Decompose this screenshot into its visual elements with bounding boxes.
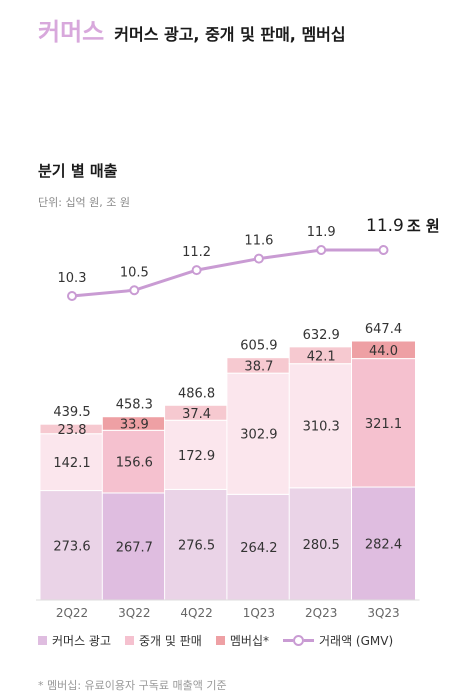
revenue-chart: 273.6 142.1 23.8 439.5 2Q22 267.7 156.6 33.9 458… <box>36 225 420 620</box>
x-tick-3Q23: 3Q23 <box>367 606 399 620</box>
gmv-point-4Q22 <box>191 265 202 276</box>
bar-membership-3Q23 <box>351 340 416 360</box>
bar-label-brokerage-2Q23: 310.3 <box>303 420 340 435</box>
bar-brokerage-3Q23 <box>351 358 416 488</box>
bar-total-3Q22: 458.3 <box>116 398 153 413</box>
bar-total-2Q22: 439.5 <box>53 405 90 420</box>
bar-ads-3Q22 <box>101 492 167 601</box>
bar-label-membership-3Q22: 33.9 <box>120 418 149 433</box>
legend-brokerage-label: 중개 및 판매 <box>139 634 202 648</box>
x-tick-2Q22: 2Q22 <box>56 606 88 620</box>
x-tick-1Q23: 1Q23 <box>243 606 275 620</box>
legend: 커머스 광고 중개 및 판매 멤버십* 거래액 (GMV) <box>38 632 407 649</box>
gmv-callout: 11.9 조 원 <box>366 215 440 236</box>
legend-gmv-marker <box>282 635 314 646</box>
bar-label-membership-1Q23: 38.7 <box>244 359 273 374</box>
bar-label-brokerage-4Q22: 172.9 <box>178 449 215 464</box>
bar-brokerage-3Q22 <box>101 429 167 494</box>
gmv-label-2Q22: 10.3 <box>58 271 87 286</box>
bar-label-ads-3Q22: 267.7 <box>116 540 153 555</box>
bar-label-ads-1Q23: 264.2 <box>240 541 277 556</box>
legend-membership-swatch <box>215 636 225 645</box>
gmv-callout-value: 11.9 <box>366 216 404 236</box>
brand-label: 커머스 <box>38 18 105 46</box>
gmv-label-4Q22: 11.2 <box>182 245 211 260</box>
bar-label-membership-4Q22: 37.4 <box>182 407 211 422</box>
legend-ads: 커머스 광고 <box>38 632 111 649</box>
page-title: 커머스 광고, 중개 및 판매, 멤버십 <box>114 25 346 44</box>
bar-label-ads-2Q23: 280.5 <box>303 538 340 553</box>
legend-brokerage: 중개 및 판매 <box>125 632 202 649</box>
x-tick-3Q22: 3Q22 <box>118 606 150 620</box>
bar-label-brokerage-1Q23: 302.9 <box>240 428 277 443</box>
bar-brokerage-2Q22 <box>39 433 105 492</box>
gmv-point-3Q23 <box>378 245 389 255</box>
gmv-label-3Q22: 10.5 <box>120 265 149 280</box>
bar-label-ads-2Q22: 273.6 <box>53 539 90 554</box>
unit-note: 단위: 십억 원, 조 원 <box>38 196 131 209</box>
bar-label-ads-4Q22: 276.5 <box>178 539 215 554</box>
bar-total-1Q23: 605.9 <box>240 339 277 354</box>
x-tick-2Q23: 2Q23 <box>305 606 337 620</box>
bar-total-2Q23: 632.9 <box>303 328 340 343</box>
gmv-callout-unit: 조 원 <box>406 217 440 235</box>
bar-label-brokerage-3Q23: 321.1 <box>365 417 402 432</box>
bar-total-3Q23: 647.4 <box>365 322 402 337</box>
x-tick-4Q22: 4Q22 <box>180 606 212 620</box>
gmv-line <box>71 248 384 298</box>
bar-total-4Q22: 486.8 <box>178 386 215 401</box>
legend-membership-label: 멤버십* <box>229 634 269 648</box>
bar-label-ads-3Q23: 282.4 <box>365 538 402 553</box>
bar-label-membership-3Q23: 44.0 <box>369 344 398 359</box>
page-header: 커머스 커머스 광고, 중개 및 판매, 멤버십 <box>38 12 346 47</box>
gmv-point-1Q23 <box>253 253 264 264</box>
bar-ads-1Q23 <box>226 493 292 601</box>
legend-ads-label: 커머스 광고 <box>52 634 112 648</box>
legend-gmv-label: 거래액 (GMV) <box>318 634 394 648</box>
gmv-point-2Q22 <box>67 291 77 301</box>
footnote: * 멤버십: 유료이용자 구독료 매출액 기준 <box>38 679 227 692</box>
chart-title: 분기 별 매출 <box>38 162 118 180</box>
bar-ads-4Q22 <box>164 488 230 601</box>
legend-membership: 멤버십* <box>215 632 269 649</box>
legend-gmv: 거래액 (GMV) <box>282 632 394 649</box>
bar-brokerage-2Q23 <box>288 363 354 489</box>
gmv-label-1Q23: 11.6 <box>244 234 273 249</box>
bar-label-membership-2Q23: 42.1 <box>307 349 336 364</box>
bar-label-brokerage-2Q22: 142.1 <box>53 456 90 471</box>
gmv-label-2Q23: 11.9 <box>307 225 336 240</box>
bar-label-membership-2Q22: 23.8 <box>58 423 87 438</box>
gmv-point-3Q22 <box>129 285 140 296</box>
bar-label-brokerage-3Q22: 156.6 <box>116 456 153 471</box>
gmv-point-2Q23 <box>316 245 327 255</box>
legend-brokerage-swatch <box>125 636 135 645</box>
bar-brokerage-4Q22 <box>164 419 230 490</box>
bar-ads-2Q22 <box>39 490 105 601</box>
bar-brokerage-1Q23 <box>226 372 292 495</box>
bar-ads-3Q23 <box>351 486 416 601</box>
legend-ads-swatch <box>38 636 47 645</box>
